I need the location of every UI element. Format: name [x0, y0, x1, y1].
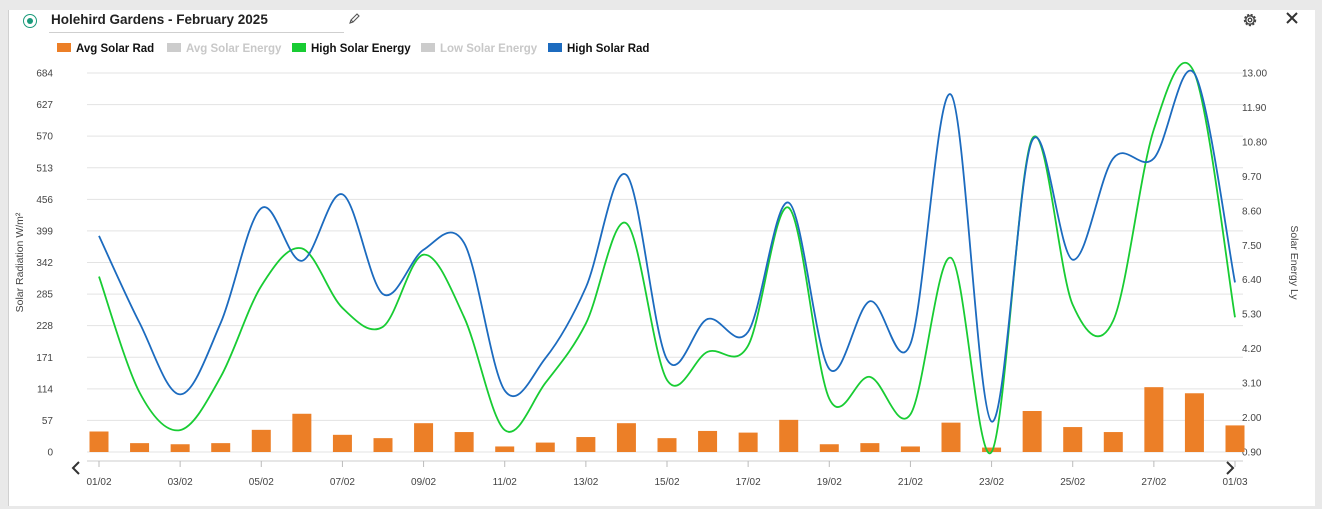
x-tick-label: 01/02: [86, 477, 111, 488]
legend-swatch: [548, 43, 562, 52]
bar-avg-solar-rad: [738, 432, 758, 452]
y-left-tick-label: 285: [36, 290, 53, 301]
y-right-tick-label: 8.60: [1242, 206, 1262, 217]
close-icon[interactable]: [1285, 11, 1299, 25]
x-tick-label: 23/02: [979, 477, 1004, 488]
legend-item-high-solar-rad[interactable]: High Solar Rad: [548, 43, 649, 55]
y-left-tick-label: 570: [36, 132, 53, 143]
bar-avg-solar-rad: [698, 430, 718, 452]
bar-avg-solar-rad: [819, 444, 839, 452]
legend-item-avg-solar-rad[interactable]: Avg Solar Rad: [57, 43, 154, 55]
status-radio-icon[interactable]: [23, 14, 37, 28]
bar-avg-solar-rad: [576, 437, 596, 452]
x-tick-label: 17/02: [736, 477, 761, 488]
x-tick-label: 11/02: [493, 477, 518, 488]
y-right-tick-label: 3.10: [1242, 379, 1262, 390]
bar-avg-solar-rad: [941, 422, 961, 452]
bar-avg-solar-rad: [535, 442, 555, 452]
legend-label: High Solar Energy: [311, 43, 411, 55]
x-tick-label: 15/02: [654, 477, 679, 488]
y-right-tick-label: 13.00: [1242, 69, 1267, 80]
x-tick-label: 07/02: [330, 477, 355, 488]
chart-card: Holehird Gardens - February 2025 Avg Sol…: [8, 10, 1315, 506]
y-right-axis-title: Solar Energy Ly: [1288, 225, 1300, 300]
x-tick-label: 21/02: [898, 477, 923, 488]
bar-avg-solar-rad: [1144, 387, 1164, 452]
bar-avg-solar-rad: [414, 423, 434, 452]
legend-label: Low Solar Energy: [440, 43, 538, 55]
x-tick-label: 25/02: [1060, 477, 1085, 488]
chart-title: Holehird Gardens - February 2025: [51, 12, 268, 27]
y-right-tick-label: 7.50: [1242, 241, 1262, 252]
pencil-icon[interactable]: [347, 12, 361, 26]
legend-label: Avg Solar Rad: [76, 43, 155, 55]
y-left-tick-label: 57: [42, 416, 54, 427]
bar-avg-solar-rad: [616, 423, 636, 452]
gear-icon[interactable]: [1241, 11, 1259, 29]
chart-plot: 0 57 114 171 228 285 342 399 456 513 570 627 684 0.90…: [14, 61, 1300, 488]
bar-avg-solar-rad: [130, 443, 150, 452]
bar-avg-solar-rad: [373, 438, 393, 452]
x-tick-label: 05/02: [249, 477, 274, 488]
y-left-tick-label: 171: [36, 353, 53, 364]
x-tick-label: 09/02: [411, 477, 436, 488]
bar-avg-solar-rad: [1022, 410, 1042, 452]
bar-avg-solar-rad: [454, 432, 474, 452]
y-left-tick-label: 342: [36, 258, 53, 269]
bar-avg-solar-rad: [211, 443, 231, 452]
x-tick-label: 13/02: [573, 477, 598, 488]
title-underline: [49, 32, 344, 33]
legend-item-high-solar-energy[interactable]: High Solar Energy: [292, 43, 411, 55]
line-high-solar-energy: [98, 61, 1236, 455]
chevron-right-icon[interactable]: [1226, 461, 1235, 475]
y-left-tick-label: 0: [47, 448, 53, 459]
legend-item-avg-solar-energy[interactable]: Avg Solar Energy: [167, 43, 281, 55]
chevron-left-icon[interactable]: [71, 461, 80, 475]
bar-avg-solar-rad: [89, 431, 109, 452]
x-tick-label: 27/02: [1141, 477, 1166, 488]
y-right-tick-label: 11.90: [1242, 103, 1267, 114]
y-right-tick-label: 9.70: [1242, 172, 1262, 183]
bar-avg-solar-rad: [1103, 432, 1123, 452]
y-right-tick-label: 10.80: [1242, 137, 1267, 148]
y-left-tick-label: 684: [36, 69, 53, 80]
y-left-tick-label: 114: [37, 384, 53, 395]
legend-item-low-solar-energy[interactable]: Low Solar Energy: [421, 43, 537, 55]
bar-avg-solar-rad: [332, 434, 352, 452]
y-left-tick-label: 228: [36, 321, 53, 332]
bar-avg-solar-rad: [900, 446, 920, 452]
y-right-tick-label: 5.30: [1242, 310, 1262, 321]
bar-avg-solar-rad: [779, 419, 799, 452]
bar-avg-solar-rad: [1184, 393, 1204, 452]
legend-label: High Solar Rad: [567, 43, 650, 55]
legend-swatch: [57, 43, 71, 52]
y-right-tick-label: 0.90: [1242, 448, 1262, 459]
y-right-tick-label: 2.00: [1242, 413, 1262, 424]
chart-header: Holehird Gardens - February 2025: [9, 10, 1315, 40]
bar-avg-solar-rad: [251, 429, 271, 452]
y-left-tick-label: 399: [36, 226, 53, 237]
y-left-axis-title: Solar Radiation W/m²: [14, 212, 26, 312]
bar-avg-solar-rad: [657, 438, 677, 452]
y-right-tick-label: 4.20: [1242, 344, 1262, 355]
bar-avg-solar-rad: [170, 444, 190, 452]
x-tick-label: 01/03: [1222, 477, 1247, 488]
bar-avg-solar-rad: [1225, 425, 1245, 452]
x-tick-label: 19/02: [817, 477, 842, 488]
bar-avg-solar-rad: [292, 413, 312, 452]
bar-avg-solar-rad: [1063, 427, 1083, 452]
y-left-tick-label: 627: [36, 100, 53, 111]
x-tick-label: 03/02: [168, 477, 193, 488]
legend-swatch: [421, 43, 435, 52]
y-right-tick-label: 6.40: [1242, 275, 1262, 286]
y-left-tick-label: 456: [36, 195, 53, 206]
legend-swatch: [167, 43, 181, 52]
bar-avg-solar-rad: [860, 443, 880, 452]
bar-avg-solar-rad: [982, 447, 1002, 452]
legend-swatch: [292, 43, 306, 52]
line-high-solar-rad: [98, 69, 1236, 423]
y-left-tick-label: 513: [36, 163, 53, 174]
legend-label: Avg Solar Energy: [186, 43, 282, 55]
bar-avg-solar-rad: [495, 446, 515, 452]
